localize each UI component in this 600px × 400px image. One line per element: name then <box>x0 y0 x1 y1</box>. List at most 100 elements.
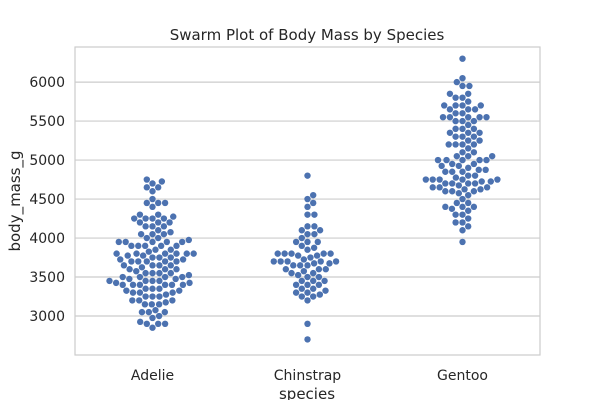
data-point-gentoo <box>476 129 483 136</box>
data-point-adelie <box>149 254 156 261</box>
data-point-adelie <box>126 275 133 283</box>
data-point-adelie <box>154 320 162 328</box>
data-point-gentoo <box>436 176 443 183</box>
data-point-gentoo <box>452 211 459 218</box>
data-point-gentoo <box>470 149 478 156</box>
data-point-chinstrap <box>327 250 334 257</box>
data-point-adelie <box>149 269 156 277</box>
data-point-gentoo <box>471 172 479 179</box>
data-point-adelie <box>123 287 130 294</box>
data-point-adelie <box>167 262 174 269</box>
data-point-gentoo <box>452 117 459 125</box>
data-point-adelie <box>142 293 149 300</box>
data-point-gentoo <box>459 117 466 125</box>
data-point-gentoo <box>449 180 456 187</box>
data-point-gentoo <box>494 176 501 183</box>
data-point-adelie <box>142 277 149 285</box>
data-point-adelie <box>149 324 156 331</box>
data-point-gentoo <box>442 203 449 211</box>
y-tick-label: 4000 <box>29 231 65 247</box>
data-point-gentoo <box>459 211 466 218</box>
data-point-adelie <box>154 211 162 218</box>
data-point-chinstrap <box>320 250 327 257</box>
data-point-gentoo <box>442 180 449 187</box>
data-point-adelie <box>185 236 192 244</box>
data-point-gentoo <box>464 191 472 199</box>
data-point-gentoo <box>443 156 450 164</box>
data-point-adelie <box>136 281 144 289</box>
data-point-gentoo <box>464 113 472 121</box>
data-point-gentoo <box>470 160 478 168</box>
data-point-gentoo <box>476 156 483 164</box>
data-point-adelie <box>173 266 180 273</box>
data-point-adelie <box>179 281 187 289</box>
data-point-adelie <box>179 256 187 263</box>
data-point-gentoo <box>464 215 472 222</box>
data-point-adelie <box>129 297 136 304</box>
data-point-chinstrap <box>309 293 317 300</box>
data-point-adelie <box>149 277 156 285</box>
data-point-gentoo <box>459 176 466 183</box>
data-point-gentoo <box>482 166 489 174</box>
data-point-chinstrap <box>316 227 324 234</box>
data-point-gentoo <box>436 184 443 191</box>
data-point-adelie <box>161 266 169 273</box>
y-tick-label: 3000 <box>29 309 65 325</box>
data-point-adelie <box>162 299 169 306</box>
data-point-adelie <box>157 242 165 250</box>
data-point-adelie <box>120 262 128 269</box>
data-point-gentoo <box>429 176 436 183</box>
data-point-chinstrap <box>311 211 318 218</box>
data-point-gentoo <box>477 186 484 193</box>
data-point-adelie <box>155 301 163 308</box>
data-point-gentoo <box>464 152 472 160</box>
data-point-adelie <box>136 273 144 281</box>
data-point-chinstrap <box>316 291 324 298</box>
data-point-gentoo <box>464 223 472 230</box>
data-point-gentoo <box>449 188 456 195</box>
data-point-adelie <box>136 219 144 226</box>
data-point-gentoo <box>452 174 460 181</box>
data-point-gentoo <box>470 203 478 211</box>
data-point-adelie <box>167 254 174 261</box>
data-point-gentoo <box>459 94 466 101</box>
data-point-adelie <box>129 289 137 296</box>
data-point-gentoo <box>476 137 483 144</box>
data-point-adelie <box>160 223 168 230</box>
y-tick-label: 5000 <box>29 153 65 169</box>
data-point-adelie <box>156 262 163 269</box>
data-point-chinstrap <box>304 262 311 269</box>
data-point-adelie <box>156 254 163 261</box>
data-point-adelie <box>143 176 151 183</box>
data-point-adelie <box>142 285 149 292</box>
data-point-chinstrap <box>304 230 311 238</box>
data-point-adelie <box>154 184 162 191</box>
data-point-gentoo <box>464 180 472 187</box>
data-point-adelie <box>136 289 144 296</box>
data-point-gentoo <box>446 106 454 113</box>
x-tick-label-adelie: Adelie <box>131 368 174 384</box>
chart-title: Swarm Plot of Body Mass by Species <box>170 26 445 44</box>
data-point-adelie <box>135 258 142 265</box>
data-point-gentoo <box>452 125 459 133</box>
data-point-adelie <box>141 301 149 308</box>
data-point-chinstrap <box>304 211 311 218</box>
data-point-gentoo <box>441 102 448 109</box>
data-point-gentoo <box>478 178 485 185</box>
data-point-chinstrap <box>292 289 300 296</box>
data-point-chinstrap <box>304 246 311 253</box>
data-point-chinstrap <box>311 223 318 230</box>
data-point-gentoo <box>449 168 456 175</box>
data-point-adelie <box>143 320 151 328</box>
data-point-chinstrap <box>311 230 318 238</box>
data-point-gentoo <box>452 110 459 117</box>
data-point-chinstrap <box>298 227 306 234</box>
data-point-adelie <box>168 281 176 289</box>
data-point-gentoo <box>442 188 449 195</box>
data-point-gentoo <box>453 78 461 86</box>
data-point-adelie <box>170 213 177 220</box>
data-point-chinstrap <box>317 258 324 265</box>
data-point-gentoo <box>449 160 456 168</box>
data-point-chinstrap <box>298 293 306 300</box>
data-point-gentoo <box>483 184 491 191</box>
